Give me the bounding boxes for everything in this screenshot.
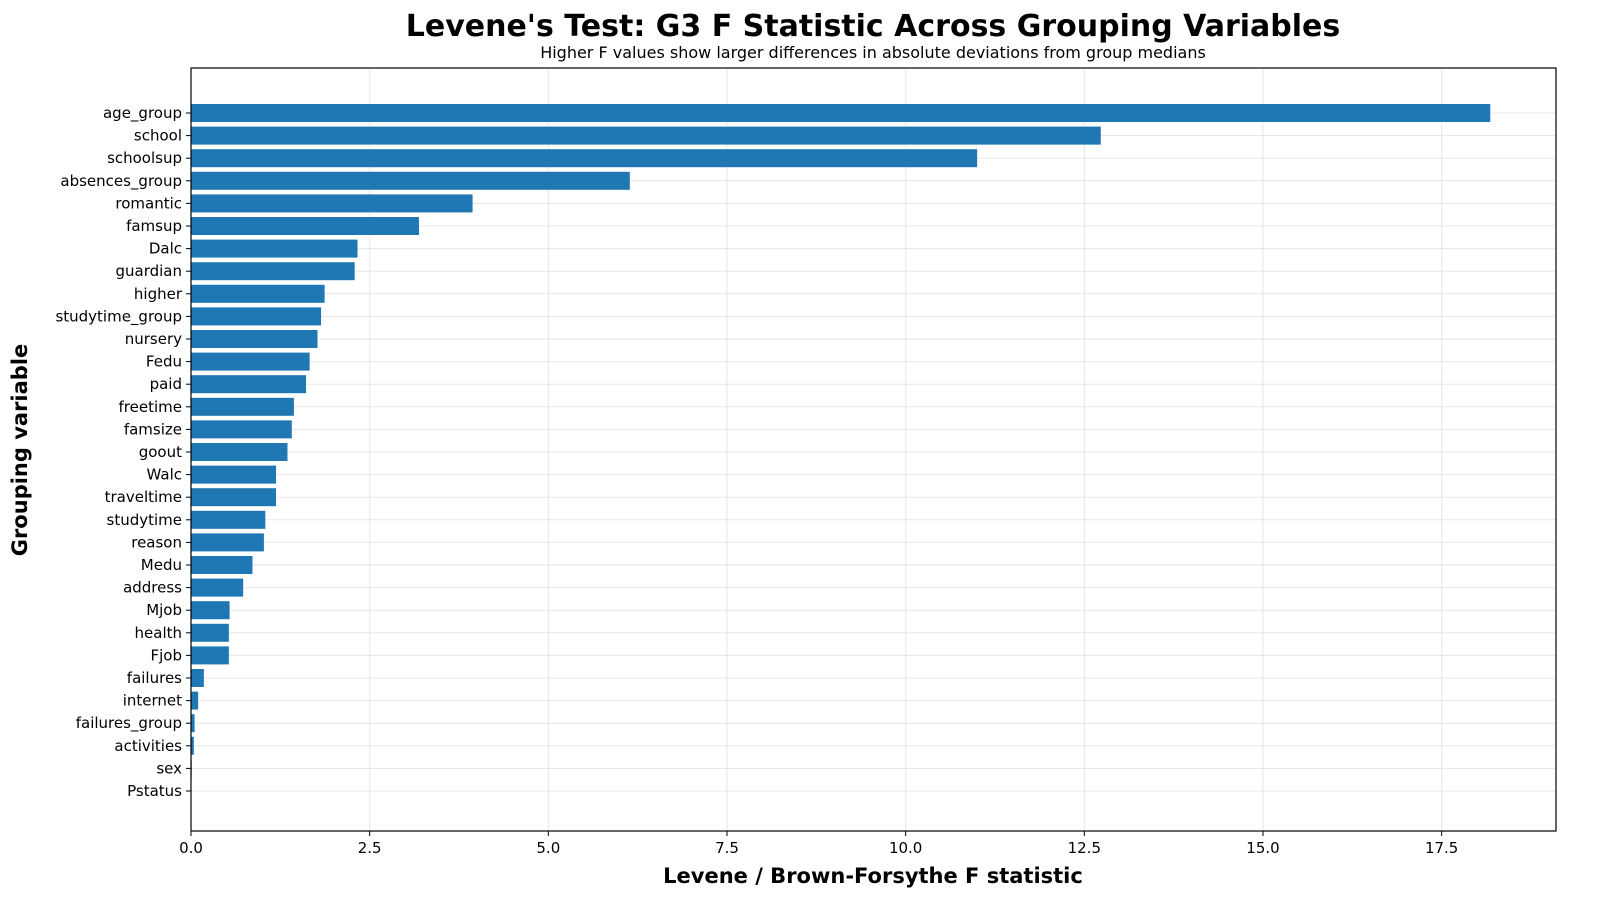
y-tick-label: famsize bbox=[124, 420, 182, 438]
bars-layer bbox=[191, 104, 1491, 778]
y-tick-label: studytime bbox=[107, 511, 183, 529]
y-tick-label: sex bbox=[156, 759, 182, 777]
y-tick-label: famsup bbox=[126, 217, 182, 235]
y-tick-label: paid bbox=[150, 375, 182, 393]
bar-activities bbox=[191, 736, 194, 755]
y-tick-label: traveltime bbox=[105, 488, 182, 506]
bar-freetime bbox=[191, 397, 294, 416]
bar-Fjob bbox=[191, 646, 229, 665]
bar-romantic bbox=[191, 194, 473, 213]
y-tick-label: Walc bbox=[147, 466, 182, 484]
y-tick-label: address bbox=[123, 579, 182, 597]
bar-nursery bbox=[191, 330, 318, 348]
bar-studytime bbox=[191, 510, 266, 529]
bar-failures_group bbox=[191, 714, 195, 733]
bar-paid bbox=[191, 375, 307, 394]
y-tick-label: Dalc bbox=[149, 240, 182, 258]
x-tick-label: 2.5 bbox=[358, 839, 382, 857]
x-tick-label: 10.0 bbox=[889, 839, 922, 857]
bar-Dalc bbox=[191, 239, 358, 258]
y-tick-label: Mjob bbox=[146, 601, 182, 619]
bar-reason bbox=[191, 533, 264, 552]
bar-address bbox=[191, 578, 244, 597]
y-tick-label: Medu bbox=[141, 556, 182, 574]
y-tick-label: absences_group bbox=[60, 172, 182, 191]
x-tick-label: 15.0 bbox=[1246, 839, 1279, 857]
bar-Mjob bbox=[191, 601, 230, 620]
bar-studytime_group bbox=[191, 307, 322, 326]
y-tick-label: reason bbox=[131, 533, 182, 551]
bar-internet bbox=[191, 691, 199, 710]
x-tick-label: 5.0 bbox=[536, 839, 560, 857]
bar-guardian bbox=[191, 262, 355, 281]
y-tick-label: failures_group bbox=[76, 714, 182, 733]
y-tick-label: Pstatus bbox=[127, 782, 182, 800]
plot-frame bbox=[190, 67, 1557, 832]
y-tick-label: Fjob bbox=[151, 646, 183, 664]
bar-famsize bbox=[191, 420, 292, 439]
y-tick-label: internet bbox=[123, 692, 182, 710]
bar-failures bbox=[191, 669, 204, 687]
y-tick-label: higher bbox=[134, 285, 183, 303]
y-tick-label: freetime bbox=[119, 398, 182, 416]
x-tick-label: 7.5 bbox=[715, 839, 739, 857]
bar-Walc bbox=[191, 465, 277, 484]
y-tick-label: nursery bbox=[125, 330, 182, 348]
x-tick-label: 17.5 bbox=[1425, 839, 1458, 857]
bar-age_group bbox=[191, 104, 1491, 122]
x-tick-label: 12.5 bbox=[1068, 839, 1101, 857]
x-axis-label: Levene / Brown-Forsythe F statistic bbox=[663, 864, 1083, 888]
bar-higher bbox=[191, 284, 325, 303]
x-tick-label: 0.0 bbox=[179, 839, 203, 857]
y-tick-label: activities bbox=[114, 737, 182, 755]
bar-goout bbox=[191, 443, 288, 461]
bar-health bbox=[191, 623, 229, 642]
y-tick-label: Fedu bbox=[146, 353, 182, 371]
x-axis: 0.0 2.5 5.0 7.5 10.0 12.5 15.0 17.5 bbox=[179, 831, 1458, 857]
y-tick-label: school bbox=[134, 127, 182, 145]
y-tick-label: failures bbox=[127, 669, 182, 687]
y-tick-label: studytime_group bbox=[55, 307, 182, 326]
bar-schoolsup bbox=[191, 149, 978, 168]
y-tick-label: goout bbox=[139, 443, 182, 461]
bar-Fedu bbox=[191, 352, 310, 371]
chart-title: Levene's Test: G3 F Statistic Across Gro… bbox=[406, 9, 1341, 44]
y-tick-label: guardian bbox=[115, 262, 182, 280]
bar-absences_group bbox=[191, 171, 630, 190]
y-axis-label: Grouping variable bbox=[8, 344, 32, 557]
chart-subtitle: Higher F values show larger differences … bbox=[540, 43, 1206, 62]
y-tick-label: schoolsup bbox=[107, 149, 182, 167]
bar-traveltime bbox=[191, 488, 277, 507]
y-tick-label: health bbox=[135, 624, 182, 642]
bar-school bbox=[191, 126, 1101, 145]
bar-famsup bbox=[191, 217, 419, 235]
y-tick-label: age_group bbox=[103, 104, 182, 123]
y-tick-label: romantic bbox=[115, 194, 182, 212]
bar-Medu bbox=[191, 556, 253, 574]
